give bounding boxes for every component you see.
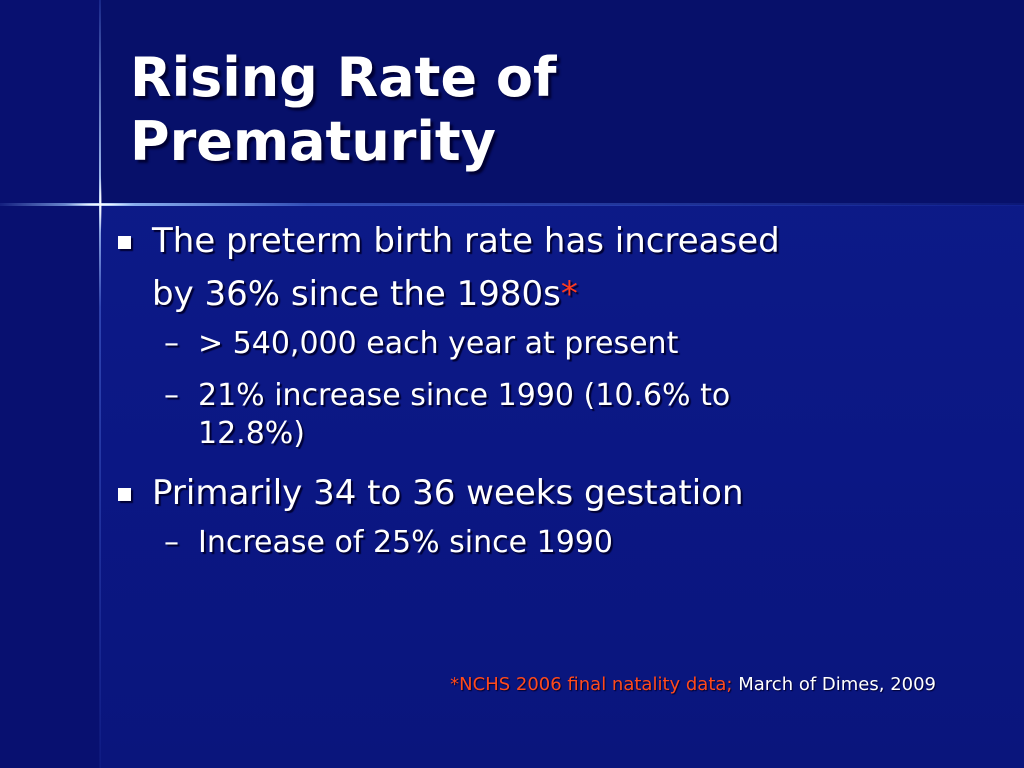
- square-bullet-icon: [118, 488, 131, 501]
- sub-bullet: – > 540,000 each year at present: [112, 325, 912, 363]
- slide-content: The preterm birth rate has increased by …: [112, 215, 912, 576]
- footnote-source-red: *NCHS 2006 final natality data;: [450, 674, 733, 695]
- sub-bullet-text-line-2: 12.8%): [198, 416, 306, 451]
- footnote-source-white: March of Dimes, 2009: [738, 674, 936, 695]
- vertical-divider: [99, 0, 101, 768]
- dash-icon: –: [164, 326, 179, 361]
- footnote: *NCHS 2006 final natality data; March of…: [450, 674, 936, 695]
- horizontal-divider: [0, 203, 1024, 206]
- title-line-1: Rising Rate of: [130, 46, 557, 109]
- sub-list: – > 540,000 each year at present – 21% i…: [112, 325, 912, 453]
- title-band: [0, 0, 1024, 205]
- bullet-preterm-rate: The preterm birth rate has increased by …: [112, 215, 912, 321]
- sub-bullet-text: > 540,000 each year at present: [198, 326, 679, 361]
- dash-icon: –: [164, 525, 179, 560]
- sub-bullet-text: Increase of 25% since 1990: [198, 525, 613, 560]
- sub-list: – Increase of 25% since 1990: [112, 524, 912, 562]
- sub-bullet: – Increase of 25% since 1990: [112, 524, 912, 562]
- left-band: [0, 0, 100, 768]
- square-bullet-icon: [118, 236, 131, 249]
- asterisk-marker: *: [560, 274, 578, 314]
- bullet-text-line-1: The preterm birth rate has increased: [152, 221, 780, 261]
- title-line-2: Prematurity: [130, 110, 496, 173]
- dash-icon: –: [164, 378, 179, 413]
- bullet-gestation: Primarily 34 to 36 weeks gestation: [112, 467, 912, 520]
- bullet-text-line-2: by 36% since the 1980s: [152, 274, 561, 314]
- sub-bullet: – 21% increase since 1990 (10.6% to 12.8…: [112, 377, 912, 453]
- bullet-text: Primarily 34 to 36 weeks gestation: [152, 473, 744, 513]
- slide-title: Rising Rate of Prematurity: [130, 46, 557, 174]
- sub-bullet-text-line-1: 21% increase since 1990 (10.6% to: [198, 378, 731, 413]
